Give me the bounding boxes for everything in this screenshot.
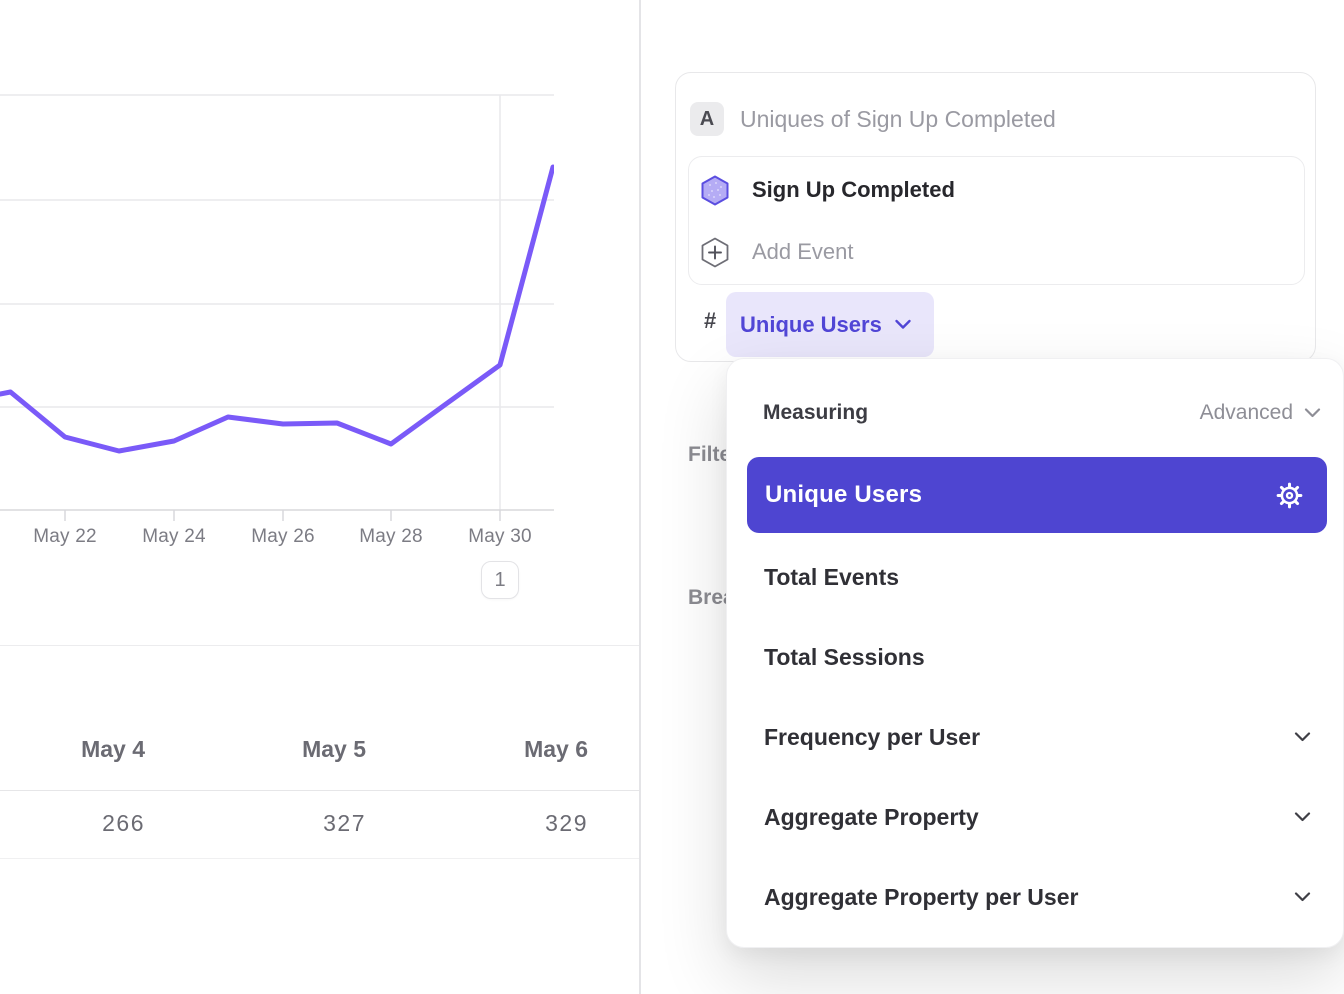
x-tick-label: May 26 — [251, 526, 315, 547]
menu-item-label: Total Sessions — [764, 643, 925, 670]
add-event-label: Add Event — [752, 239, 854, 264]
chevron-down-icon — [1304, 408, 1321, 418]
table-value-cell: 329 — [545, 810, 588, 836]
table-value-cell: 327 — [323, 810, 366, 836]
x-tick-label: May 24 — [142, 526, 206, 547]
measuring-mode-selector[interactable]: Advanced — [1200, 401, 1321, 425]
chevron-down-icon — [895, 319, 911, 329]
selected-item-label: Unique Users — [765, 481, 923, 508]
menu-item-unique-users-selected[interactable]: Unique Users — [747, 457, 1327, 533]
menu-item-total-sessions[interactable]: Total Sessions — [747, 617, 1327, 697]
x-tick-label: May 22 — [33, 526, 97, 547]
query-builder-card: A Uniques of Sign Up Completed Sign Up C… — [675, 72, 1316, 362]
chart-panel: May 22 May 24 May 26 May 28 May 30 1 May 4 Ma… — [0, 0, 639, 994]
add-event-button[interactable]: Add Event — [689, 221, 1304, 283]
x-tick-label: May 30 — [468, 526, 532, 547]
menu-item-label: Total Events — [764, 563, 900, 590]
event-hexagon-icon — [701, 175, 729, 205]
event-name-label: Sign Up Completed — [752, 177, 955, 202]
menu-item-frequency-per-user[interactable]: Frequency per User — [747, 697, 1327, 777]
menu-item-label: Aggregate Property per User — [764, 883, 1079, 910]
add-event-icon — [701, 237, 729, 267]
table-header-cell: May 4 — [81, 736, 145, 762]
event-card: Sign Up Completed Add Event — [688, 156, 1305, 285]
line-chart — [0, 94, 554, 521]
table-header-divider — [0, 790, 639, 791]
chevron-down-icon — [1294, 812, 1311, 822]
chevron-down-icon — [1294, 732, 1311, 742]
table-row-divider — [0, 858, 639, 859]
measuring-label: Measuring — [763, 401, 869, 424]
table-top-border — [0, 645, 639, 646]
series-a-badge: A — [690, 102, 724, 136]
query-title[interactable]: Uniques of Sign Up Completed — [740, 105, 1056, 132]
measuring-dropdown: Measuring Advanced Unique Users — [726, 358, 1344, 948]
metric-selector-pill[interactable]: Unique Users — [726, 292, 934, 357]
menu-item-label: Aggregate Property — [764, 803, 979, 830]
metric-value-label: Unique Users — [740, 311, 882, 337]
measuring-header-row: Measuring Advanced — [763, 393, 1321, 433]
menu-item-aggregate-property-per-user[interactable]: Aggregate Property per User — [747, 857, 1327, 937]
measuring-options-list: Total Events Total Sessions Frequency per … — [747, 537, 1327, 937]
x-tick-label: May 28 — [359, 526, 423, 547]
menu-item-aggregate-property[interactable]: Aggregate Property — [747, 777, 1327, 857]
menu-item-total-events[interactable]: Total Events — [747, 537, 1327, 617]
table-header-cell: May 6 — [524, 736, 588, 762]
annotation-marker-button[interactable]: 1 — [481, 561, 519, 599]
table-header-cell: May 5 — [302, 736, 366, 762]
metric-type-symbol: # — [704, 308, 717, 333]
measuring-mode-label: Advanced — [1199, 401, 1293, 424]
metric-row: # Unique Users — [676, 292, 1315, 358]
panel-divider — [639, 0, 641, 994]
menu-item-label: Frequency per User — [764, 723, 981, 750]
chevron-down-icon — [1294, 892, 1311, 902]
gear-icon[interactable] — [1275, 481, 1304, 510]
table-value-cell: 266 — [102, 810, 145, 836]
event-row-sign-up-completed[interactable]: Sign Up Completed — [689, 159, 1304, 221]
